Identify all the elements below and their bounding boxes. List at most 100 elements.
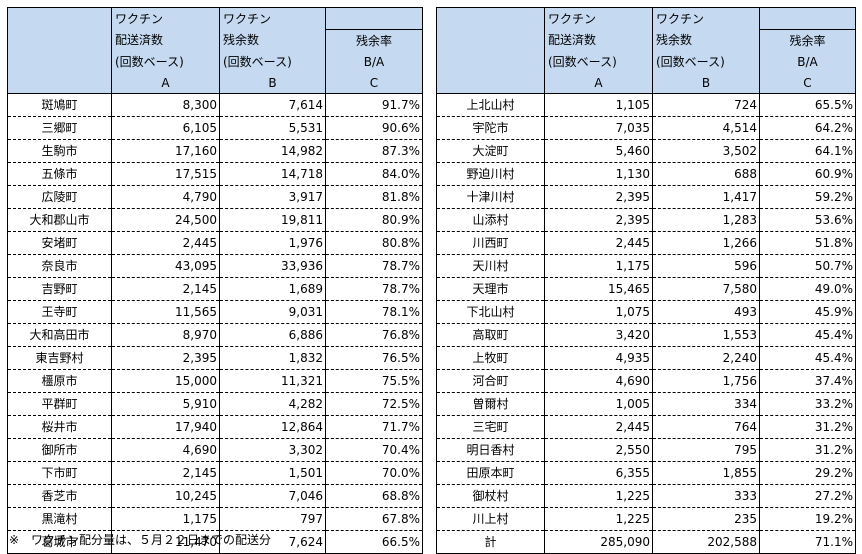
remaining-rate-cell: 78.7% [325, 277, 423, 301]
delivered-count-cell: 7,035 [544, 116, 653, 140]
table-row: 生駒市 17,160 14,982 87.3% [7, 139, 423, 163]
remaining-rate-cell: 45.9% [759, 300, 856, 324]
remaining-count-cell: 1,417 [652, 185, 760, 209]
table-row: 黒滝村 1,175 797 67.8% [7, 507, 423, 531]
remaining-rate-cell: 78.1% [325, 300, 423, 324]
remaining-rate-cell: 45.4% [759, 346, 856, 370]
delivered-count-cell: 4,935 [544, 346, 653, 370]
header-blank [7, 7, 112, 30]
remaining-rate-cell: 68.8% [325, 484, 423, 508]
table-row: 御杖村 1,225 333 27.2% [436, 484, 856, 508]
delivered-count-cell: 1,175 [111, 507, 220, 531]
delivered-count-cell: 2,395 [111, 346, 220, 370]
delivered-count-cell: 1,105 [544, 93, 653, 117]
remaining-count-cell: 1,832 [219, 346, 326, 370]
header-col-b-line1: ワクチン [652, 7, 760, 30]
header-blank [7, 29, 112, 51]
delivered-count-cell: 6,105 [111, 116, 220, 140]
remaining-count-cell: 6,886 [219, 323, 326, 347]
header-col-a-line3: (回数ベース) [111, 51, 220, 72]
delivered-count-cell: 15,465 [544, 277, 653, 301]
delivered-count-cell: 2,445 [111, 231, 220, 255]
header-col-c-line2: 残余率 [759, 29, 856, 51]
table-row: 平群町 5,910 4,282 72.5% [7, 392, 423, 416]
remaining-rate-cell: 65.5% [759, 93, 856, 117]
delivered-count-cell: 2,395 [544, 208, 653, 232]
remaining-rate-cell: 67.8% [325, 507, 423, 531]
table-row: 川上村 1,225 235 19.2% [436, 507, 856, 531]
remaining-count-cell: 724 [652, 93, 760, 117]
delivered-count-cell: 4,690 [544, 369, 653, 393]
remaining-rate-cell: 59.2% [759, 185, 856, 209]
table-row: 田原本町 6,355 1,855 29.2% [436, 461, 856, 485]
remaining-count-cell: 2,240 [652, 346, 760, 370]
table-row: 計 285,090 202,588 71.1% [436, 530, 856, 554]
remaining-rate-cell: 31.2% [759, 415, 856, 439]
remaining-count-cell: 1,976 [219, 231, 326, 255]
remaining-count-cell: 1,553 [652, 323, 760, 347]
municipality-cell: 御所市 [7, 438, 112, 462]
remaining-count-cell: 235 [652, 507, 760, 531]
municipality-cell: 高取町 [436, 323, 545, 347]
municipality-cell: 天川村 [436, 254, 545, 278]
delivered-count-cell: 2,145 [111, 461, 220, 485]
remaining-count-cell: 688 [652, 162, 760, 186]
municipality-cell: 野迫川村 [436, 162, 545, 186]
municipality-cell: 大淀町 [436, 139, 545, 163]
table-row: 奈良市 43,095 33,936 78.7% [7, 254, 423, 278]
remaining-count-cell: 14,718 [219, 162, 326, 186]
municipality-cell: 計 [436, 530, 545, 554]
table-header: ワクチン ワクチン 配送済数 残余数 残余率 (回数ベース) (回数ベース) B… [436, 7, 856, 94]
header-col-a-line4: A [544, 72, 653, 94]
table-row: 上牧町 4,935 2,240 45.4% [436, 346, 856, 370]
delivered-count-cell: 1,225 [544, 507, 653, 531]
delivered-count-cell: 17,940 [111, 415, 220, 439]
remaining-rate-cell: 72.5% [325, 392, 423, 416]
table-row: 五條市 17,515 14,718 84.0% [7, 162, 423, 186]
delivered-count-cell: 2,550 [544, 438, 653, 462]
header-col-c-line1 [759, 7, 856, 30]
header-col-c-line4: C [759, 72, 856, 94]
municipality-cell: 生駒市 [7, 139, 112, 163]
table-row: 王寺町 11,565 9,031 78.1% [7, 300, 423, 324]
delivered-count-cell: 4,690 [111, 438, 220, 462]
remaining-count-cell: 333 [652, 484, 760, 508]
municipality-cell: 三郷町 [7, 116, 112, 140]
municipality-cell: 五條市 [7, 162, 112, 186]
remaining-count-cell: 33,936 [219, 254, 326, 278]
delivered-count-cell: 15,000 [111, 369, 220, 393]
table-row: 高取町 3,420 1,553 45.4% [436, 323, 856, 347]
remaining-count-cell: 1,283 [652, 208, 760, 232]
header-col-b-line4: B [219, 72, 326, 94]
delivered-count-cell: 10,245 [111, 484, 220, 508]
header-col-a-line2: 配送済数 [544, 29, 653, 51]
remaining-count-cell: 3,302 [219, 438, 326, 462]
remaining-rate-cell: 71.1% [759, 530, 856, 554]
remaining-rate-cell: 70.0% [325, 461, 423, 485]
remaining-count-cell: 12,864 [219, 415, 326, 439]
municipality-cell: 十津川村 [436, 185, 545, 209]
table-row: 下市町 2,145 1,501 70.0% [7, 461, 423, 485]
delivered-count-cell: 5,910 [111, 392, 220, 416]
remaining-rate-cell: 64.1% [759, 139, 856, 163]
remaining-count-cell: 11,321 [219, 369, 326, 393]
municipality-cell: 明日香村 [436, 438, 545, 462]
municipality-cell: 広陵町 [7, 185, 112, 209]
remaining-rate-cell: 37.4% [759, 369, 856, 393]
header-col-c-line2: 残余率 [325, 29, 423, 51]
municipality-cell: 黒滝村 [7, 507, 112, 531]
remaining-rate-cell: 50.7% [759, 254, 856, 278]
delivered-count-cell: 4,790 [111, 185, 220, 209]
municipality-cell: 平群町 [7, 392, 112, 416]
table-row: 大和郡山市 24,500 19,811 80.9% [7, 208, 423, 232]
header-col-c-line1 [325, 7, 423, 30]
municipality-cell: 大和高田市 [7, 323, 112, 347]
table-row: 吉野町 2,145 1,689 78.7% [7, 277, 423, 301]
delivered-count-cell: 8,300 [111, 93, 220, 117]
delivered-count-cell: 1,225 [544, 484, 653, 508]
table-row: 河合町 4,690 1,756 37.4% [436, 369, 856, 393]
remaining-rate-cell: 33.2% [759, 392, 856, 416]
remaining-rate-cell: 75.5% [325, 369, 423, 393]
remaining-count-cell: 4,282 [219, 392, 326, 416]
municipality-cell: 香芝市 [7, 484, 112, 508]
